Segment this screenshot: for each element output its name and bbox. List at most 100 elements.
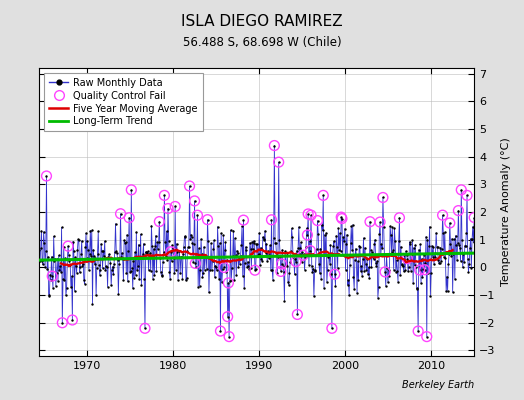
Point bbox=[368, 249, 376, 256]
Point bbox=[178, 254, 186, 260]
Point bbox=[100, 253, 108, 260]
Point bbox=[412, 285, 421, 292]
Point bbox=[321, 232, 329, 238]
Point bbox=[145, 267, 153, 273]
Point bbox=[364, 264, 373, 270]
Point bbox=[436, 244, 445, 251]
Point bbox=[416, 241, 424, 248]
Point bbox=[238, 223, 246, 230]
Point bbox=[305, 238, 314, 244]
Point bbox=[91, 261, 99, 268]
Point bbox=[332, 232, 341, 239]
Point bbox=[456, 258, 465, 264]
Point bbox=[348, 247, 356, 254]
Point bbox=[282, 262, 291, 269]
Point bbox=[432, 230, 440, 236]
Point bbox=[37, 245, 45, 252]
Point bbox=[191, 260, 200, 267]
Point bbox=[288, 225, 296, 232]
Point bbox=[329, 250, 337, 257]
Point bbox=[232, 251, 240, 258]
Point bbox=[258, 258, 266, 264]
Point bbox=[165, 268, 173, 275]
Point bbox=[341, 225, 349, 232]
Point bbox=[156, 255, 164, 262]
Point bbox=[367, 264, 376, 270]
Point bbox=[236, 261, 244, 267]
Point bbox=[147, 268, 155, 274]
Point bbox=[141, 325, 149, 332]
Point bbox=[402, 248, 410, 254]
Point bbox=[151, 232, 160, 239]
Point bbox=[229, 227, 237, 234]
Point bbox=[188, 234, 196, 241]
Point bbox=[323, 266, 332, 273]
Point bbox=[444, 261, 453, 268]
Point bbox=[227, 277, 235, 283]
Point bbox=[331, 271, 339, 278]
Point bbox=[172, 240, 181, 247]
Point bbox=[212, 264, 220, 270]
Point bbox=[385, 273, 394, 279]
Point bbox=[398, 261, 407, 268]
Point bbox=[457, 187, 465, 193]
Point bbox=[223, 314, 232, 320]
Point bbox=[300, 251, 308, 257]
Point bbox=[190, 198, 199, 204]
Point bbox=[379, 194, 387, 201]
Point bbox=[166, 276, 174, 282]
Point bbox=[383, 251, 391, 258]
Point bbox=[210, 237, 218, 244]
Point bbox=[189, 258, 198, 265]
Point bbox=[154, 246, 162, 252]
Point bbox=[85, 251, 94, 257]
Point bbox=[203, 216, 212, 223]
Point bbox=[442, 288, 450, 295]
Point bbox=[422, 233, 430, 240]
Point bbox=[199, 270, 208, 276]
Point bbox=[400, 252, 409, 259]
Point bbox=[203, 216, 212, 223]
Point bbox=[47, 254, 56, 260]
Point bbox=[36, 258, 44, 264]
Point bbox=[308, 262, 316, 269]
Point bbox=[192, 264, 200, 270]
Point bbox=[412, 264, 420, 270]
Point bbox=[188, 240, 196, 246]
Point bbox=[84, 247, 92, 254]
Point bbox=[164, 205, 172, 212]
Point bbox=[159, 258, 167, 265]
Point bbox=[424, 270, 432, 276]
Point bbox=[420, 266, 429, 273]
Point bbox=[458, 237, 466, 243]
Point bbox=[233, 248, 241, 254]
Point bbox=[149, 275, 157, 282]
Point bbox=[366, 218, 374, 225]
Point bbox=[318, 222, 326, 228]
Point bbox=[85, 267, 93, 273]
Point bbox=[353, 290, 361, 296]
Point bbox=[168, 242, 177, 248]
Point bbox=[264, 248, 272, 254]
Point bbox=[454, 207, 463, 214]
Point bbox=[178, 275, 187, 282]
Point bbox=[198, 251, 206, 257]
Point bbox=[431, 250, 439, 257]
Point bbox=[350, 274, 358, 280]
Point bbox=[352, 252, 361, 258]
Point bbox=[48, 273, 57, 279]
Point bbox=[391, 268, 400, 275]
Point bbox=[149, 246, 158, 252]
Point bbox=[329, 242, 337, 249]
Point bbox=[40, 240, 49, 246]
Point bbox=[438, 246, 446, 252]
Point bbox=[252, 265, 260, 272]
Point bbox=[105, 251, 113, 257]
Point bbox=[122, 239, 130, 246]
Point bbox=[261, 227, 269, 234]
Point bbox=[387, 232, 395, 238]
Point bbox=[372, 263, 380, 269]
Point bbox=[376, 219, 384, 225]
Point bbox=[124, 278, 132, 285]
Point bbox=[216, 328, 225, 334]
